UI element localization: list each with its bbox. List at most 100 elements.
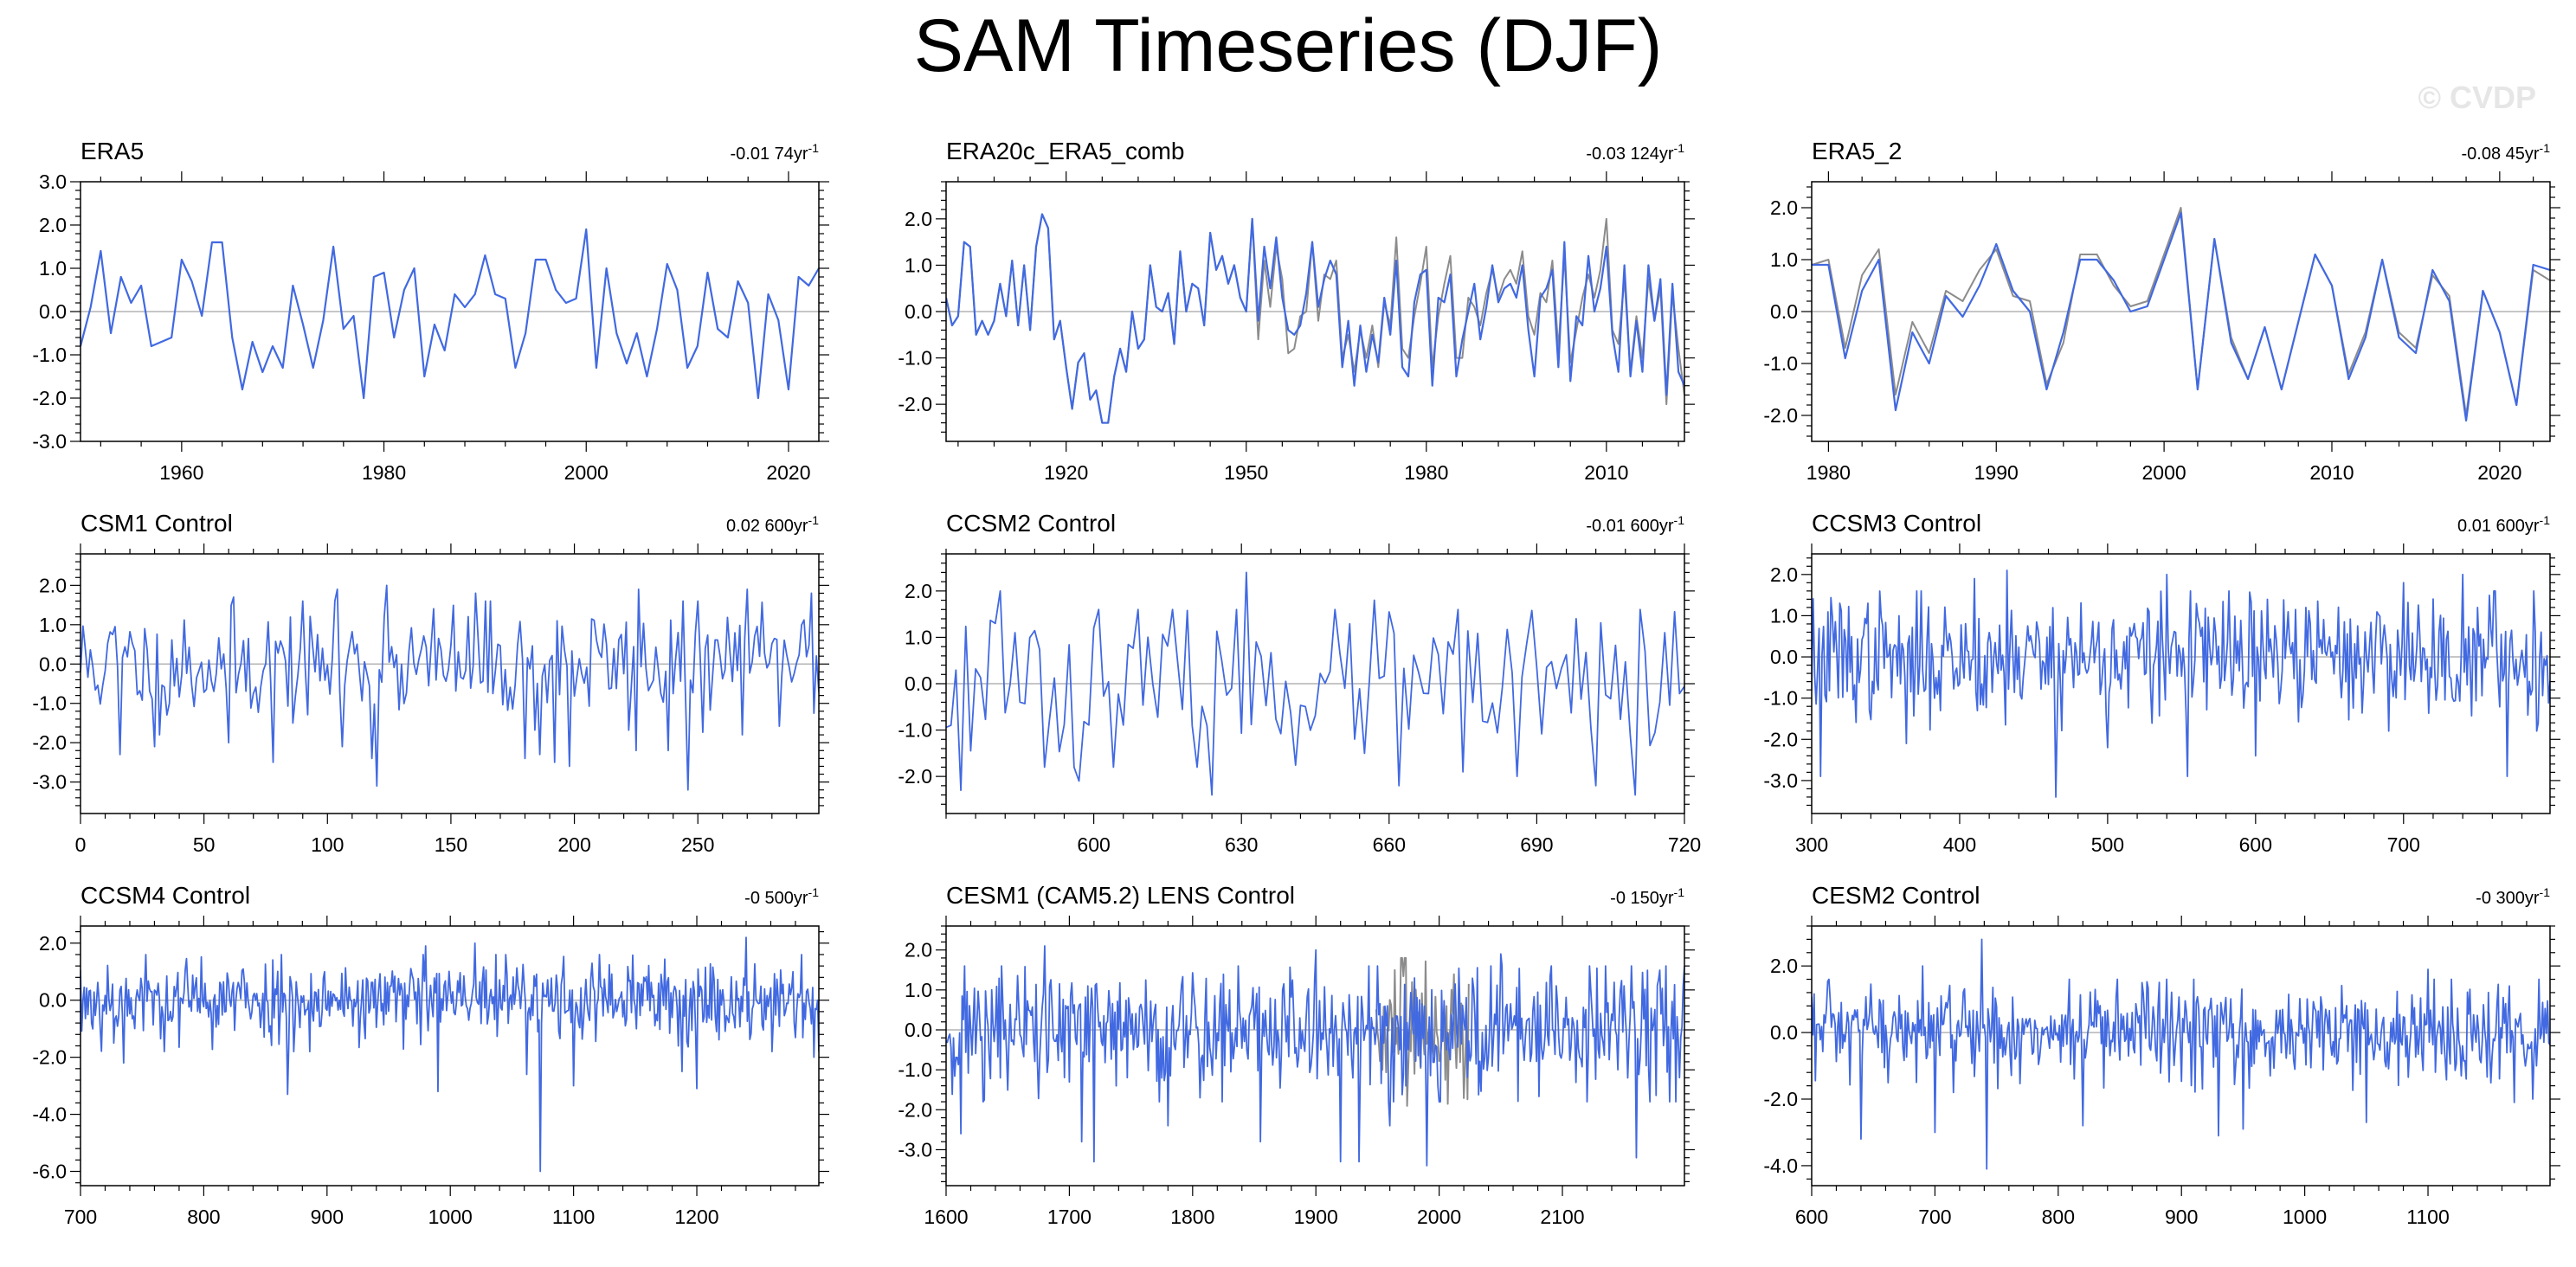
panel-ccsm4-control: CCSM4 Control -0 500yr-1 -6.0 -4.0 -2.0 0.0 2.…	[0, 865, 866, 1264]
y-tick-label: 2.0	[39, 214, 67, 236]
y-tick-label: 0.0	[905, 672, 932, 695]
y-tick-label: 0.0	[1770, 1021, 1798, 1044]
plot-frame	[1811, 553, 2551, 814]
panel-csm1-control: CSM1 Control 0.02 600yr-1 -3.0 -2.0 -1.0 0.0 1…	[0, 493, 866, 891]
series-line-primary	[80, 228, 819, 400]
y-tick-label: -2.0	[1763, 728, 1798, 750]
series-line-primary	[80, 584, 819, 791]
y-tick-label: 0.0	[1770, 300, 1798, 323]
x-tick-label: 200	[557, 833, 590, 856]
series-group	[946, 945, 1684, 1167]
x-tick-label: 600	[1795, 1206, 1828, 1228]
trend-exponent: -1	[1674, 513, 1685, 527]
panel-era5: ERA5 -0.01 74yr-1 -3.0 -2.0 -1.0 0.0 1.0 2.0 3.0…	[0, 121, 866, 519]
y-tick-label: -6.0	[32, 1161, 67, 1183]
y-tick-label: -1.0	[32, 344, 67, 366]
trend-label: 0.02 600yr-1	[726, 513, 819, 536]
x-tick-label: 250	[681, 833, 714, 856]
x-tick-label: 800	[2042, 1206, 2075, 1228]
series-group	[80, 228, 819, 400]
x-tick-label: 1920	[1044, 461, 1088, 484]
y-tick-label: 1.0	[39, 614, 67, 636]
y-tick-label: -2.0	[32, 387, 67, 409]
panel-ccsm2-control: CCSM2 Control -0.01 600yr-1 -2.0 -1.0 0.0 1.0…	[866, 493, 1731, 891]
trend-label: -0 300yr-1	[2476, 885, 2550, 908]
trend-exponent: -1	[1674, 885, 1685, 899]
chart-svg: CCSM2 Control -0.01 600yr-1 -2.0 -1.0 0.0 1.0…	[898, 510, 1701, 856]
x-tick-label: 0	[75, 833, 87, 856]
x-tick-label: 2100	[1540, 1206, 1584, 1228]
panel-title: CESM2 Control	[1812, 882, 1980, 909]
y-tick-label: 3.0	[39, 170, 67, 193]
y-tick-label: -3.0	[32, 430, 67, 453]
x-tick-label: 2000	[1417, 1206, 1461, 1228]
y-tick-label: -1.0	[898, 1058, 932, 1081]
y-tick-label: -2.0	[1763, 404, 1798, 427]
panel-ccsm3-control: CCSM3 Control 0.01 600yr-1 -3.0 -2.0 -1.0 0.0…	[1731, 493, 2576, 891]
chart-svg: CSM1 Control 0.02 600yr-1 -3.0 -2.0 -1.0 0.0 1…	[32, 510, 829, 856]
x-tick-label: 720	[1668, 833, 1701, 856]
y-tick-label: 2.0	[39, 932, 67, 955]
trend-exponent: -1	[2540, 885, 2551, 899]
plot-frame	[1811, 925, 2551, 1187]
series-group	[1812, 569, 2550, 798]
y-tick-label: 2.0	[39, 574, 67, 596]
series-group	[946, 213, 1684, 424]
trend-label: 0.01 600yr-1	[2457, 513, 2550, 536]
x-tick-label: 600	[2239, 833, 2272, 856]
y-tick-label: -1.0	[1763, 352, 1798, 375]
y-tick-label: 1.0	[905, 979, 932, 1001]
x-tick-label: 1200	[674, 1206, 718, 1228]
series-line-primary	[946, 571, 1684, 796]
y-tick-label: -2.0	[32, 1046, 67, 1069]
panel-title: ERA5_2	[1812, 138, 1902, 164]
x-tick-label: 1800	[1170, 1206, 1214, 1228]
x-tick-label: 2000	[2142, 461, 2186, 484]
series-line-primary	[1812, 569, 2550, 798]
x-tick-label: 630	[1225, 833, 1258, 856]
y-tick-label: 0.0	[39, 989, 67, 1012]
y-tick-label: 1.0	[905, 626, 932, 648]
chart-svg: CCSM4 Control -0 500yr-1 -6.0 -4.0 -2.0 0.0 2.…	[32, 882, 829, 1228]
series-line-primary	[1812, 211, 2550, 422]
y-tick-label: -1.0	[898, 719, 932, 742]
y-tick-label: 0.0	[905, 1019, 932, 1041]
chart-svg: ERA20c_ERA5_comb -0.03 124yr-1 -2.0 -1.0 0.0…	[898, 138, 1695, 484]
trend-exponent: -1	[808, 513, 820, 527]
panel-title: CCSM3 Control	[1812, 510, 1981, 537]
x-tick-label: 900	[2165, 1206, 2198, 1228]
x-tick-label: 1980	[1404, 461, 1448, 484]
chart-svg: ERA5 -0.01 74yr-1 -3.0 -2.0 -1.0 0.0 1.0 2.0 3.0…	[32, 138, 829, 484]
x-tick-label: 690	[1520, 833, 1553, 856]
series-line-primary	[946, 213, 1684, 424]
x-tick-label: 1900	[1294, 1206, 1338, 1228]
x-tick-label: 400	[1943, 833, 1976, 856]
x-tick-label: 1980	[362, 461, 406, 484]
series-group	[1812, 207, 2550, 422]
series-group	[1812, 938, 2550, 1170]
chart-svg: CCSM3 Control 0.01 600yr-1 -3.0 -2.0 -1.0 0.0…	[1763, 510, 2560, 856]
x-tick-label: 50	[193, 833, 216, 856]
y-tick-label: -2.0	[898, 393, 932, 415]
series-group	[80, 936, 819, 1173]
y-tick-label: 1.0	[39, 257, 67, 280]
x-tick-label: 1960	[159, 461, 203, 484]
y-tick-label: -3.0	[1763, 769, 1798, 792]
panel-era5-2: ERA5_2 -0.08 45yr-1 -2.0 -1.0 0.0 1.0 2.0 1980 1…	[1731, 121, 2576, 519]
y-tick-label: -1.0	[1763, 687, 1798, 710]
x-tick-label: 2000	[564, 461, 609, 484]
panel-title: CCSM4 Control	[80, 882, 250, 909]
x-tick-label: 2010	[1584, 461, 1628, 484]
y-tick-label: 1.0	[1770, 604, 1798, 627]
y-tick-label: 1.0	[1770, 248, 1798, 271]
x-tick-label: 100	[311, 833, 344, 856]
x-tick-label: 2020	[766, 461, 810, 484]
plot-frame	[80, 553, 820, 814]
x-tick-label: 300	[1795, 833, 1828, 856]
x-tick-label: 1950	[1224, 461, 1268, 484]
y-tick-label: 0.0	[39, 653, 67, 675]
chart-svg: ERA5_2 -0.08 45yr-1 -2.0 -1.0 0.0 1.0 2.0 1980 1…	[1763, 138, 2560, 484]
x-tick-label: 600	[1077, 833, 1110, 856]
y-tick-label: 2.0	[905, 580, 932, 602]
y-tick-label: 0.0	[1770, 646, 1798, 668]
